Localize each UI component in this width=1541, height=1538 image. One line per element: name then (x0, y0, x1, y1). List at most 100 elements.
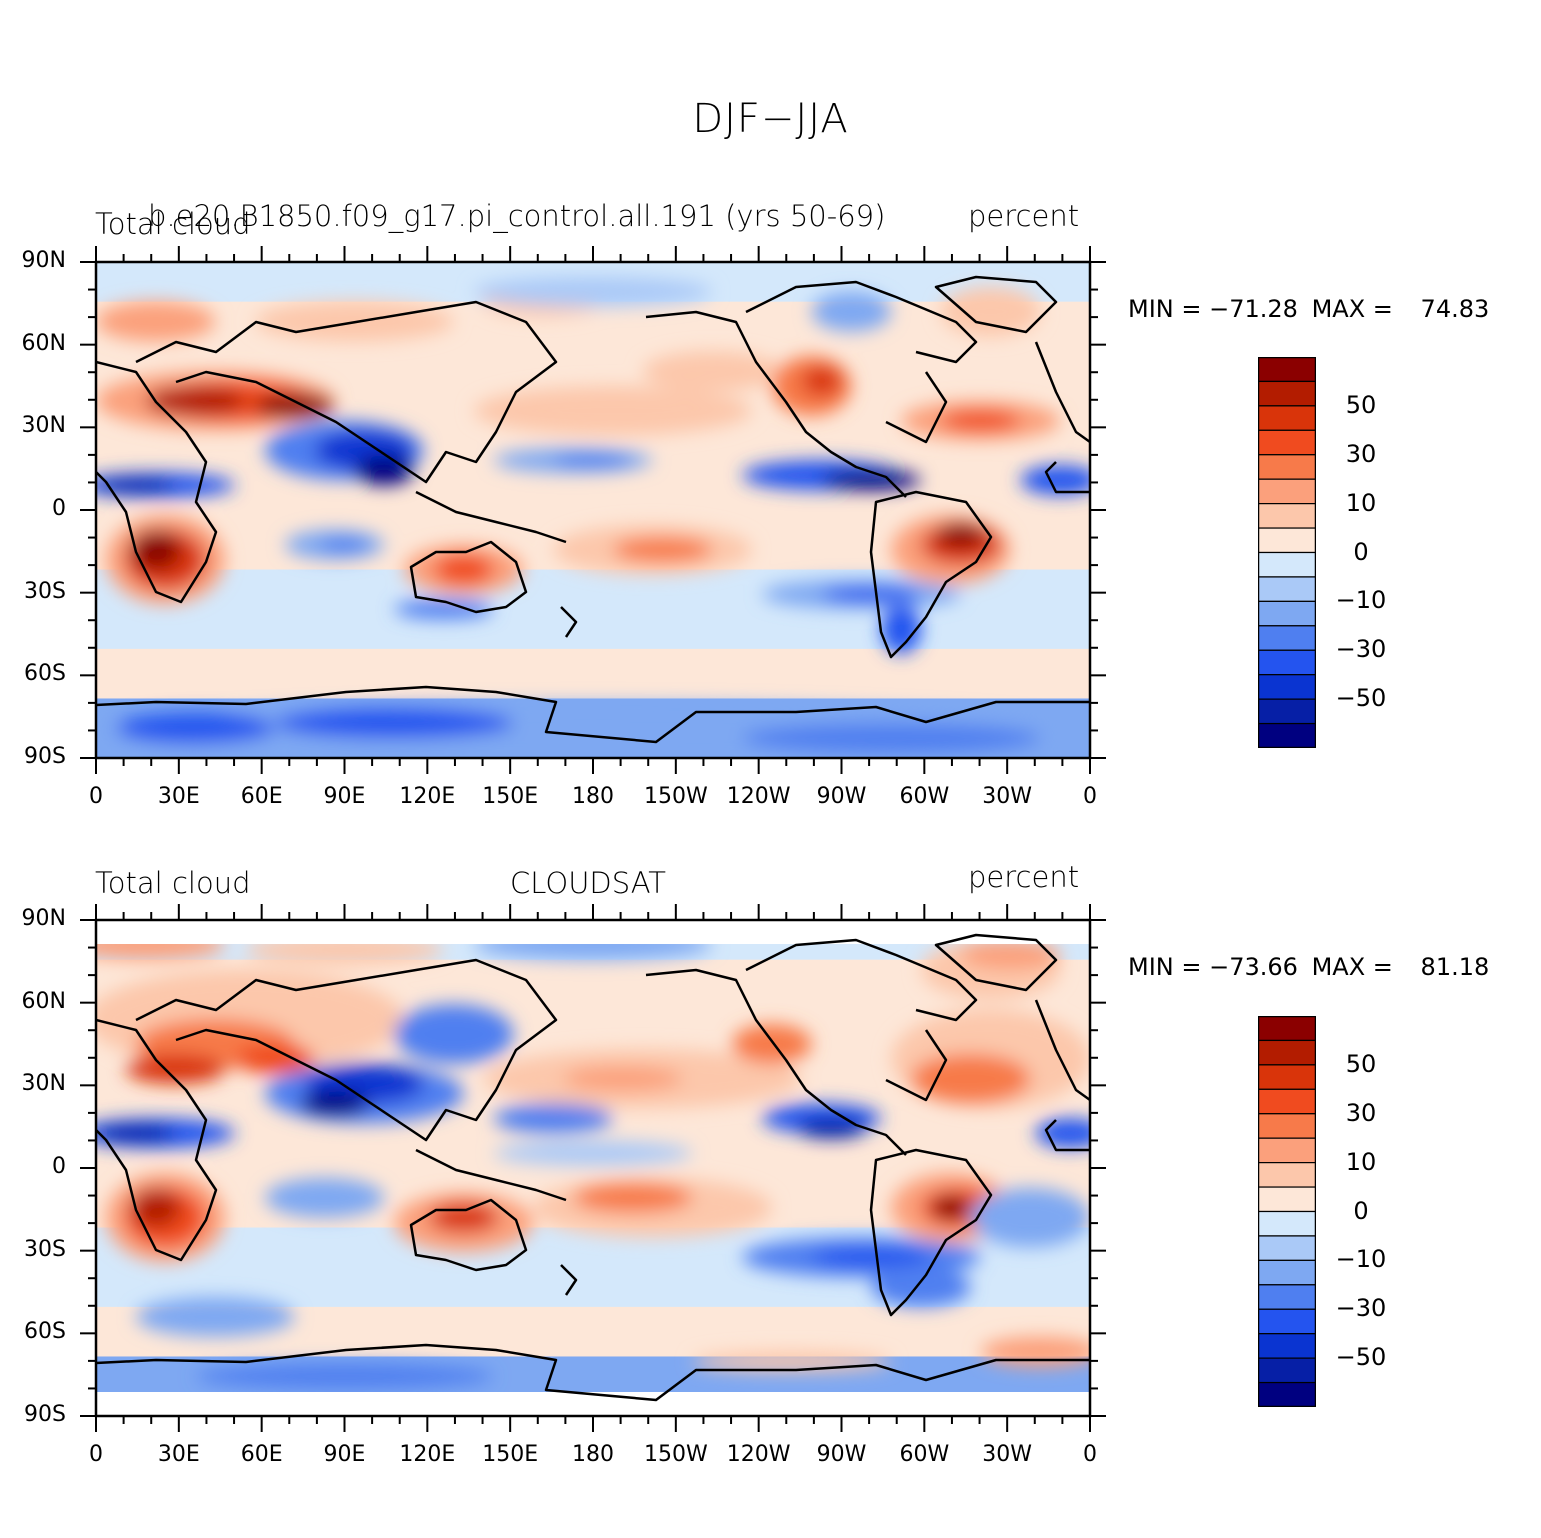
panel2-lon-label: 60E (240, 1442, 283, 1467)
panel2-right-title: percent (968, 860, 1080, 894)
panel2-center-title: CLOUDSAT (510, 866, 667, 900)
panel1-min-label: MIN = (1128, 295, 1202, 323)
colorbar-label: 10 (1345, 1147, 1377, 1176)
panel1-lon-label: 120W (726, 784, 791, 809)
panel2-colorbar (1258, 1016, 1316, 1407)
panel2-minmax: MIN = −73.66 MAX = 81.18 (1128, 953, 1489, 981)
panel1-lon-label: 60W (899, 784, 950, 809)
panel2-lon-label: 30E (157, 1442, 200, 1467)
panel1-lat-label: 30N (21, 413, 66, 439)
colorbar-label: 0 (1353, 537, 1369, 566)
panel1-lat-label: 90S (24, 744, 66, 769)
panel1-lon-label: 90E (323, 784, 366, 809)
panel2-lat-label: 0 (52, 1154, 66, 1179)
panel2-lon-label: 150W (643, 1442, 708, 1467)
colorbar-swatch (1258, 551, 1316, 578)
colorbar-label: −30 (1335, 1294, 1387, 1323)
panel1-lat-label: 30S (24, 578, 66, 604)
colorbar-swatch (1258, 405, 1316, 431)
panel1-lon-label: 90W (816, 784, 867, 809)
colorbar-swatch (1258, 698, 1316, 725)
panel1-left-title: Total cloud (95, 207, 251, 241)
panel2-lon-label: 30W (982, 1442, 1033, 1467)
colorbar-swatch (1258, 1137, 1316, 1164)
colorbar-swatch (1258, 1088, 1316, 1115)
panel2-lat-label: 30S (24, 1236, 66, 1262)
colorbar-swatch (1258, 1113, 1316, 1139)
colorbar-label: −10 (1335, 586, 1387, 615)
panel2-lat-label: 60N (21, 988, 66, 1014)
colorbar-swatch (1258, 1259, 1316, 1286)
colorbar-swatch (1258, 1308, 1316, 1335)
panel2-lon-label: 90W (816, 1442, 867, 1467)
colorbar-label: 30 (1345, 439, 1377, 468)
colorbar-swatch (1258, 454, 1316, 480)
panel1-minmax: MIN = −71.28 MAX = 74.83 (1128, 295, 1489, 323)
panel1-right-title: percent (968, 199, 1080, 233)
panel1-lat-label: 60N (21, 330, 66, 356)
panel1-center-title: b.e20.B1850.f09_g17.pi_control.all.191 (… (148, 199, 886, 233)
panel2-lat-label: 60S (24, 1319, 66, 1345)
colorbar-swatch (1258, 1333, 1316, 1359)
colorbar-label: 10 (1345, 488, 1377, 517)
panel2-lon-label: 120W (726, 1442, 791, 1467)
panel2-lon-label: 90E (323, 1442, 366, 1467)
colorbar-swatch (1258, 1039, 1316, 1066)
panel2-lat-label: 90N (21, 906, 66, 931)
panel2-map (96, 920, 1090, 1416)
panel1-lat-label: 60S (24, 661, 66, 687)
panel1-lon-label: 150W (643, 784, 708, 809)
panel1-lon-label: 60E (240, 784, 283, 809)
colorbar-label: −50 (1335, 1343, 1387, 1372)
colorbar-swatch (1258, 1064, 1316, 1090)
panel1-field (96, 262, 1090, 758)
colorbar-swatch (1258, 503, 1316, 529)
colorbar-swatch (1258, 1016, 1316, 1042)
colorbar-label: 50 (1345, 390, 1377, 419)
panel1-colorbar (1258, 357, 1316, 748)
panel2-lat-label: 30N (21, 1071, 66, 1097)
panel1-lon-label: 0 (89, 784, 103, 809)
panel1-frame (80, 246, 1106, 774)
colorbar-swatch (1258, 1162, 1316, 1188)
colorbar-swatch (1258, 1210, 1316, 1237)
panel1-lon-label: 0 (1083, 784, 1097, 809)
panel1-lon-label: 180 (572, 784, 614, 809)
colorbar-label: 30 (1345, 1098, 1377, 1127)
colorbar-swatch (1258, 576, 1316, 602)
panel2-lon-label: 150E (482, 1442, 539, 1467)
colorbar-label: 0 (1353, 1196, 1369, 1225)
colorbar-swatch (1258, 1284, 1316, 1310)
panel2-lon-label: 60W (899, 1442, 950, 1467)
colorbar-swatch (1258, 527, 1316, 554)
panel1-lon-label: 150E (482, 784, 539, 809)
panel2-field (96, 920, 1090, 1416)
colorbar-label: 50 (1345, 1049, 1377, 1078)
colorbar-swatch (1258, 649, 1316, 676)
panel1-min-value: −71.28 (1209, 295, 1298, 323)
panel2-lon-label: 120E (399, 1442, 456, 1467)
colorbar-label: −50 (1335, 684, 1387, 713)
panel1-lat-label: 0 (52, 496, 66, 521)
panel1-max-label: MAX = (1311, 295, 1393, 323)
panel2-lon-label: 180 (572, 1442, 614, 1467)
panel2-lon-label: 0 (1083, 1442, 1097, 1467)
colorbar-swatch (1258, 600, 1316, 627)
colorbar-swatch (1258, 1235, 1316, 1261)
panel1-lat-label: 90N (21, 248, 66, 273)
panel1-max-value: 74.83 (1420, 295, 1490, 323)
colorbar-swatch (1258, 1357, 1316, 1384)
colorbar-label: −10 (1335, 1245, 1387, 1274)
colorbar-label: −30 (1335, 635, 1387, 664)
panel2-lon-label: 0 (89, 1442, 103, 1467)
figure-title: DJF−JJA (692, 96, 849, 142)
colorbar-swatch (1258, 1186, 1316, 1213)
panel2-max-label: MAX = (1311, 953, 1393, 981)
colorbar-swatch (1258, 1381, 1316, 1407)
panel2-lat-label: 90S (24, 1402, 66, 1427)
panel2-min-value: −73.66 (1209, 953, 1298, 981)
panel2-max-value: 81.18 (1420, 953, 1490, 981)
panel1-map (96, 262, 1090, 758)
panel1-lon-label: 30E (157, 784, 200, 809)
